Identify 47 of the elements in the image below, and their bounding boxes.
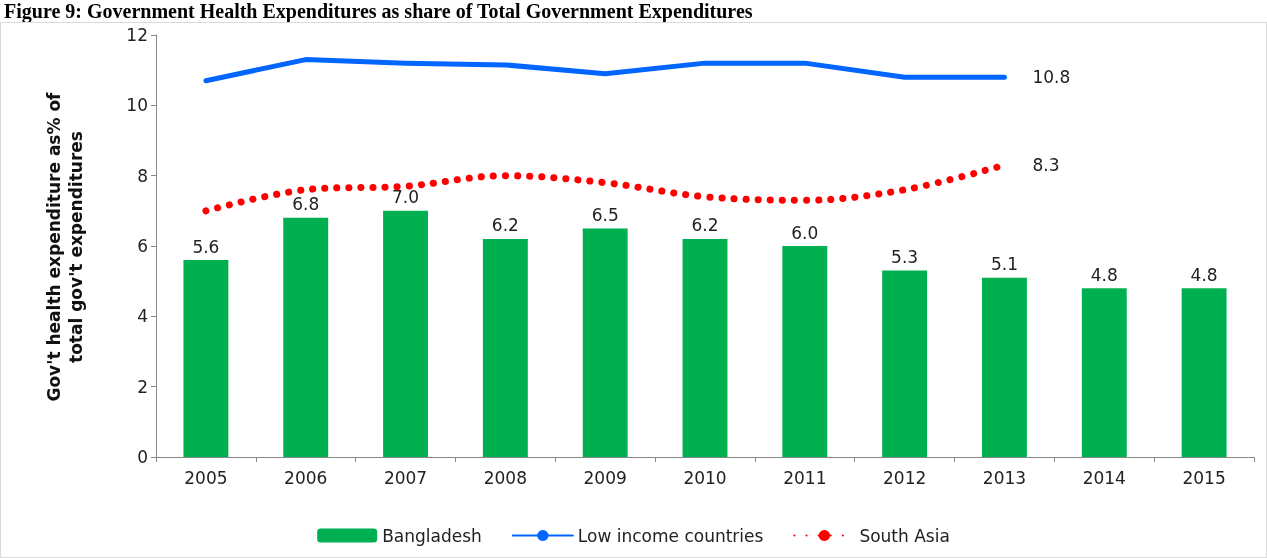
data-label: 10.8 [1032,67,1071,88]
y-tick-label: 6 [137,236,148,256]
data-label: 5.6 [192,236,220,257]
legend-label: Bangladesh [382,525,482,546]
x-tick-label: 2006 [284,467,328,488]
x-tick-label: 2010 [683,467,727,488]
y-tick-label: 4 [137,306,148,327]
y-tick-label: 0 [137,447,148,467]
data-label: 5.3 [891,247,919,268]
x-tick-label: 2011 [783,467,827,488]
y-tick-label: 8 [137,165,148,186]
x-tick-label: 2009 [583,467,627,488]
y-tick-label: 2 [137,376,148,397]
legend-label: South Asia [859,525,950,546]
data-label: 6.2 [691,215,719,236]
legend-label: Low income countries [577,525,764,546]
x-tick-label: 2008 [483,467,527,488]
x-tick-label: 2015 [1182,467,1226,488]
bar [782,246,828,457]
bar [1081,288,1127,457]
x-tick-label: 2007 [383,467,428,488]
bar [982,277,1027,457]
data-label: 6.5 [591,204,619,225]
bar [682,238,728,457]
x-tick-label: 2005 [184,467,228,488]
data-label: 8.3 [1032,155,1060,176]
bar [582,228,628,457]
bar [1181,288,1227,457]
data-label: 4.8 [1190,264,1218,285]
y-axis-title: Gov't health expenditure as% of total gov't expenditures [43,91,87,404]
bar [482,238,528,457]
bar [882,270,928,457]
data-label: 6.2 [491,215,519,236]
x-tick-label: 2013 [982,467,1027,488]
bar [283,217,329,457]
x-tick-label: 2014 [1082,467,1126,488]
data-label: 6.0 [791,222,819,243]
bar [383,210,428,457]
bar [183,260,229,457]
y-tick-label: 10 [126,95,148,116]
y-tick-label: 12 [126,25,148,45]
data-label: 5.1 [990,254,1018,275]
x-tick-label: 2012 [883,467,927,488]
chart-title: Figure 9: Government Health Expenditures as share of Total Government Expenditures [3,0,754,24]
data-label: 6.8 [292,194,320,215]
data-label: 4.8 [1090,264,1118,285]
data-label: 7.0 [392,187,420,208]
